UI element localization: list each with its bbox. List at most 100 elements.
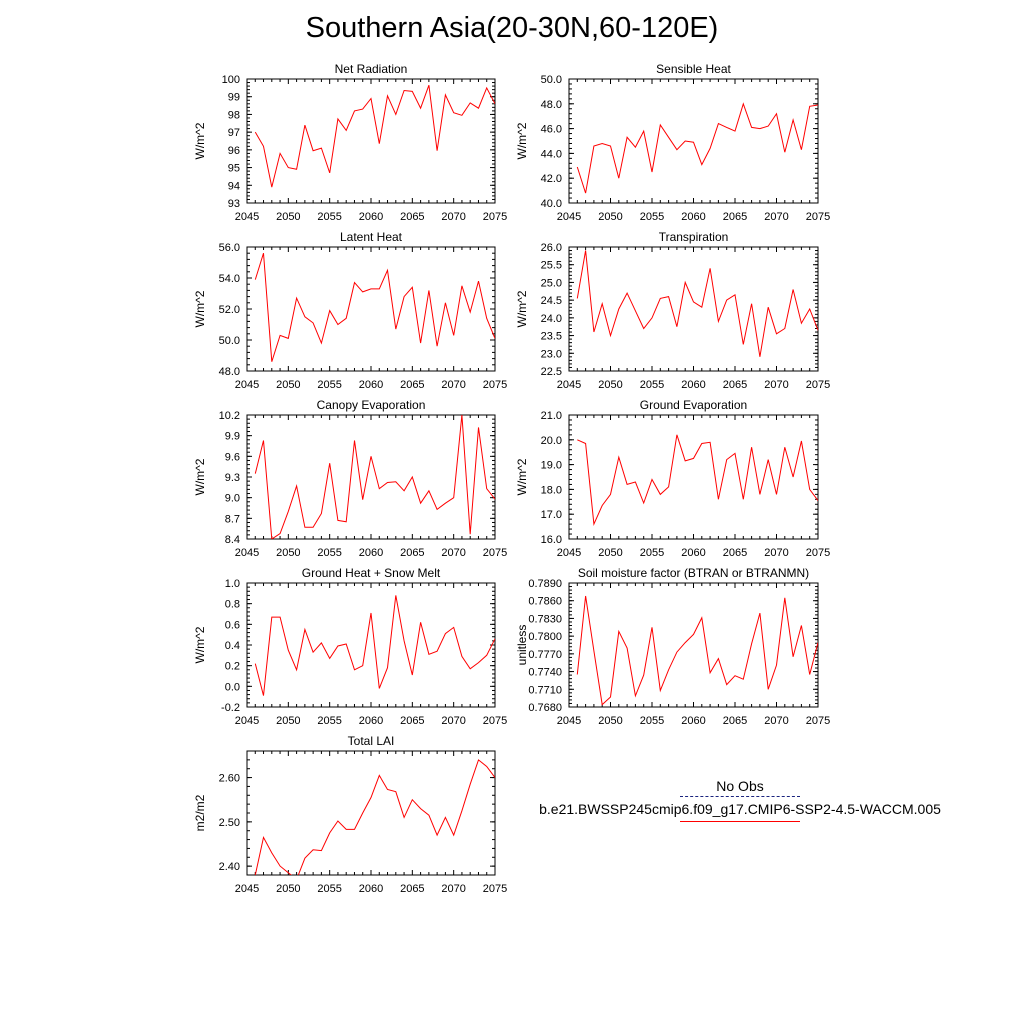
x-tick-label: 2060 bbox=[359, 379, 383, 391]
legend-model-line bbox=[680, 821, 800, 822]
y-tick-label: 40.0 bbox=[541, 198, 562, 210]
panel-title: Net Radiation bbox=[335, 62, 408, 76]
x-tick-label: 2065 bbox=[723, 379, 747, 391]
y-tick-label: 0.2 bbox=[225, 661, 240, 673]
panel-6: Ground Evaporation W/m^2 2045 2050 2055 2060 2… bbox=[515, 398, 830, 559]
x-tick-label: 2065 bbox=[723, 715, 747, 727]
x-tick-label: 2055 bbox=[640, 547, 664, 559]
x-tick-label: 2065 bbox=[400, 211, 424, 223]
panel-7: Ground Heat + Snow Melt W/m^2 2045 2050 2055… bbox=[193, 566, 507, 727]
x-tick-label: 2050 bbox=[276, 211, 300, 223]
x-tick-label: 2045 bbox=[557, 547, 581, 559]
x-tick-label: 2070 bbox=[441, 379, 465, 391]
y-tick-label: 0.7860 bbox=[528, 596, 562, 608]
x-tick-label: 2060 bbox=[359, 883, 383, 895]
x-tick-label: 2055 bbox=[640, 211, 664, 223]
y-tick-label: 42.0 bbox=[541, 173, 562, 185]
series-line bbox=[254, 595, 495, 696]
panel-4: Transpiration W/m^2 2045 2050 2055 2060 2065 20… bbox=[515, 230, 830, 391]
x-tick-label: 2070 bbox=[441, 547, 465, 559]
plot-frame bbox=[246, 582, 496, 708]
series-line bbox=[254, 759, 495, 875]
series-line bbox=[254, 85, 495, 188]
x-tick-label: 2060 bbox=[681, 379, 705, 391]
y-tick-label: 94 bbox=[228, 180, 240, 192]
panel-5: Canopy Evaporation W/m^2 2045 2050 2055 2060 2… bbox=[193, 398, 507, 559]
x-tick-label: 2050 bbox=[598, 379, 622, 391]
y-tick-label: 52.0 bbox=[219, 304, 240, 316]
x-tick-label: 2060 bbox=[681, 211, 705, 223]
x-tick-label: 2045 bbox=[235, 547, 259, 559]
y-tick-label: 0.0 bbox=[225, 681, 240, 693]
plot-frame bbox=[246, 78, 496, 204]
plot-frame bbox=[568, 582, 819, 708]
y-tick-label: 25.0 bbox=[541, 277, 562, 289]
legend: No Obs b.e21.BWSSP245cmip6.f09_g17.CMIP6… bbox=[520, 778, 960, 822]
series-line bbox=[577, 434, 818, 527]
series-line bbox=[254, 415, 495, 539]
y-tick-label: 100 bbox=[222, 74, 240, 86]
x-tick-label: 2075 bbox=[483, 379, 507, 391]
y-tick-label: 56.0 bbox=[219, 242, 240, 254]
panel-1: Net Radiation W/m^2 2045 2050 2055 2060 2065 20… bbox=[193, 62, 507, 223]
x-tick-label: 2050 bbox=[276, 379, 300, 391]
panel-title: Soil moisture factor (BTRAN or BTRANMN) bbox=[578, 566, 809, 580]
x-tick-label: 2065 bbox=[723, 211, 747, 223]
legend-obs-line bbox=[680, 796, 800, 797]
x-tick-label: 2060 bbox=[359, 547, 383, 559]
y-tick-label: 9.9 bbox=[225, 431, 240, 443]
y-tick-label: 8.7 bbox=[225, 513, 240, 525]
y-tick-label: 0.7710 bbox=[528, 684, 562, 696]
x-tick-label: 2060 bbox=[681, 547, 705, 559]
panel-title: Canopy Evaporation bbox=[317, 398, 426, 412]
y-tick-label: 2.50 bbox=[219, 817, 240, 829]
y-tick-label: 18.0 bbox=[541, 484, 562, 496]
y-tick-label: 0.7830 bbox=[528, 613, 562, 625]
y-tick-label: 23.0 bbox=[541, 348, 562, 360]
x-tick-label: 2055 bbox=[317, 883, 341, 895]
panel-title: Total LAI bbox=[348, 734, 395, 748]
y-tick-label: 24.5 bbox=[541, 295, 562, 307]
y-tick-label: 20.0 bbox=[541, 435, 562, 447]
x-tick-label: 2045 bbox=[557, 379, 581, 391]
y-tick-label: 0.8 bbox=[225, 599, 240, 611]
y-tick-label: 17.0 bbox=[541, 509, 562, 521]
panel-8: Soil moisture factor (BTRAN or BTRANMN) u… bbox=[515, 566, 830, 727]
y-axis-label: W/m^2 bbox=[515, 290, 529, 327]
x-tick-label: 2050 bbox=[276, 883, 300, 895]
y-tick-label: 54.0 bbox=[219, 273, 240, 285]
y-tick-label: 0.6 bbox=[225, 619, 240, 631]
y-axis-label: W/m^2 bbox=[515, 458, 529, 495]
x-tick-label: 2055 bbox=[640, 715, 664, 727]
series-line bbox=[254, 253, 495, 362]
y-tick-label: 48.0 bbox=[219, 366, 240, 378]
panel-title: Latent Heat bbox=[340, 230, 403, 244]
y-tick-label: 48.0 bbox=[541, 99, 562, 111]
y-tick-label: 9.3 bbox=[225, 472, 240, 484]
plot-frame bbox=[568, 414, 819, 540]
y-axis-label: unitless bbox=[515, 625, 529, 666]
y-tick-label: 97 bbox=[228, 127, 240, 139]
x-tick-label: 2050 bbox=[598, 715, 622, 727]
x-tick-label: 2075 bbox=[806, 547, 830, 559]
x-tick-label: 2070 bbox=[764, 547, 788, 559]
x-tick-label: 2055 bbox=[640, 379, 664, 391]
x-tick-label: 2050 bbox=[598, 211, 622, 223]
x-tick-label: 2075 bbox=[806, 379, 830, 391]
x-tick-label: 2045 bbox=[557, 211, 581, 223]
panel-2: Sensible Heat W/m^2 2045 2050 2055 2060 2065 20… bbox=[515, 62, 830, 223]
y-axis-label: W/m^2 bbox=[515, 122, 529, 159]
x-tick-label: 2055 bbox=[317, 547, 341, 559]
x-tick-label: 2065 bbox=[400, 883, 424, 895]
x-tick-label: 2075 bbox=[483, 715, 507, 727]
y-tick-label: 2.40 bbox=[219, 861, 240, 873]
x-tick-label: 2065 bbox=[400, 547, 424, 559]
plot-frame bbox=[568, 246, 819, 372]
series-line bbox=[576, 595, 818, 706]
y-tick-label: 9.6 bbox=[225, 451, 240, 463]
y-tick-label: 26.0 bbox=[541, 242, 562, 254]
x-tick-label: 2075 bbox=[483, 883, 507, 895]
page-title: Southern Asia(20-30N,60-120E) bbox=[305, 12, 719, 44]
x-tick-label: 2065 bbox=[400, 379, 424, 391]
